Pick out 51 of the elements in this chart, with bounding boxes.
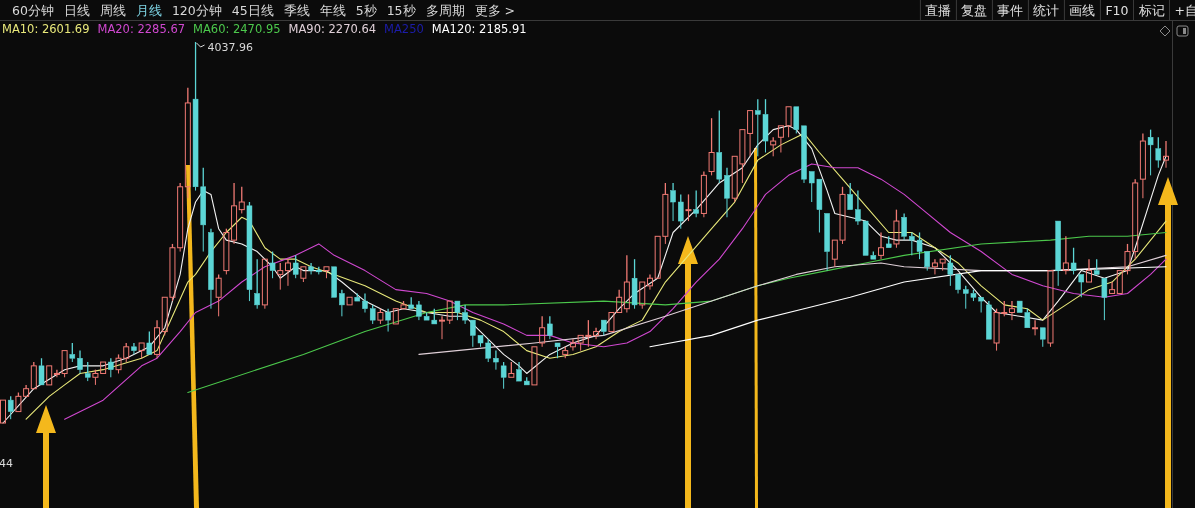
text: 事件 <box>997 3 1024 18</box>
text: MA20: 2285.67 <box>97 22 186 36</box>
text: 更多 > <box>474 3 515 18</box>
candlestick <box>878 231 885 260</box>
candlestick <box>284 258 291 287</box>
text: 44 <box>0 457 13 470</box>
text: 统计 <box>1033 3 1060 18</box>
candlestick <box>670 182 676 222</box>
text: 多周期 <box>425 3 465 18</box>
text: 120分钟 <box>171 3 222 18</box>
legend-label: MA250 <box>384 22 424 36</box>
candlestick <box>1163 140 1169 169</box>
text: MA60: 2470.95 <box>193 22 281 36</box>
text: 日线 <box>63 3 90 18</box>
text: MA120: 2185.91 <box>431 22 527 36</box>
candlestick <box>724 167 730 218</box>
candlestick <box>154 319 161 359</box>
candlestick <box>1032 319 1039 336</box>
text: 15秒 <box>386 3 416 18</box>
candlestick <box>208 228 214 310</box>
text: 季线 <box>283 3 310 18</box>
text: 标记 <box>1137 3 1165 18</box>
text: F10 <box>1105 3 1129 18</box>
text: 直播 <box>925 3 952 18</box>
text: 画线 <box>1069 3 1096 18</box>
candlestick <box>77 349 83 374</box>
candlestick <box>131 342 137 355</box>
text: 复盘 <box>961 3 988 18</box>
candlestick <box>493 349 499 371</box>
text: 周线 <box>99 3 126 18</box>
text: MA10: 2601.69 <box>2 22 90 36</box>
text: 60分钟 <box>12 3 54 18</box>
candlestick <box>308 262 314 275</box>
candlestick <box>646 273 653 291</box>
text: 年线 <box>319 3 346 18</box>
text: 45日线 <box>231 3 274 18</box>
text: 月线 <box>135 3 162 18</box>
text: MA90: 2270.64 <box>288 22 377 36</box>
candlestick <box>1062 235 1069 275</box>
candlestick <box>1139 132 1146 199</box>
annotation: 4037.96 <box>207 41 254 54</box>
candlestick <box>339 289 345 317</box>
text: 5秒 <box>355 3 377 18</box>
candlestick <box>362 292 368 314</box>
candlestick <box>439 315 446 340</box>
candlestick <box>901 212 907 241</box>
candlestick <box>385 308 391 333</box>
candlestick <box>623 254 630 314</box>
candlestick <box>700 170 707 218</box>
candlestick <box>1008 300 1015 321</box>
candlestick <box>539 315 546 348</box>
